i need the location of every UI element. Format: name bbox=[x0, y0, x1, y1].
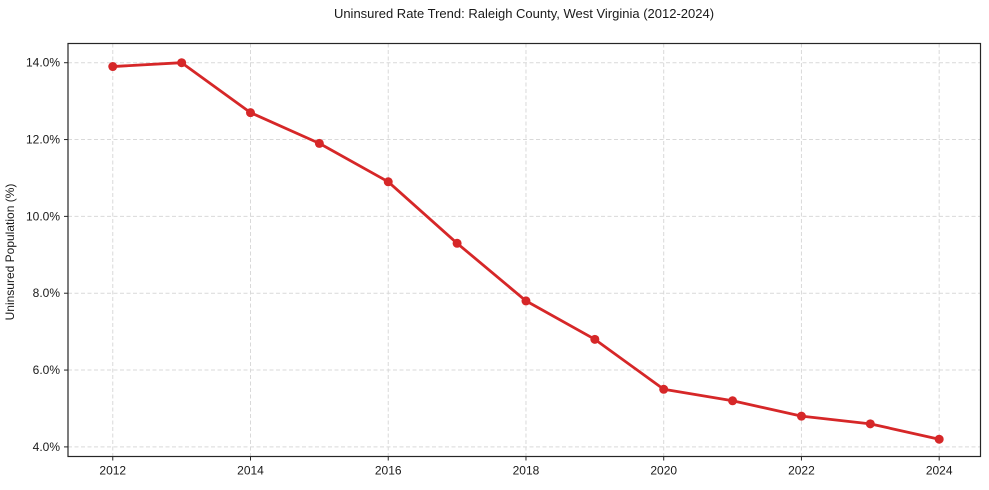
y-tick-label: 6.0% bbox=[33, 363, 61, 377]
x-tick-label: 2020 bbox=[650, 464, 677, 478]
data-point-2019 bbox=[590, 334, 600, 344]
data-point-2016 bbox=[383, 177, 393, 187]
data-point-2013 bbox=[177, 58, 187, 68]
data-point-2018 bbox=[521, 296, 531, 306]
chart-layers: 4.0% 6.0% 8.0% 10.0% 12.0% 14.0% 2012 2014 2016 2… bbox=[26, 42, 982, 478]
data-point-2024 bbox=[934, 434, 944, 444]
data-point-2023 bbox=[865, 419, 875, 429]
y-axis-label: Uninsured Population (%) bbox=[3, 184, 17, 321]
data-point-2012 bbox=[108, 62, 118, 72]
y-tick-label: 4.0% bbox=[33, 440, 61, 454]
data-point-2021 bbox=[728, 396, 738, 406]
y-tick-label: 12.0% bbox=[26, 133, 60, 147]
x-tick-label: 2018 bbox=[513, 464, 540, 478]
x-tick-label: 2022 bbox=[788, 464, 815, 478]
x-tick-label: 2012 bbox=[99, 464, 126, 478]
data-point-2017 bbox=[452, 238, 462, 248]
series-uninsured-rate bbox=[108, 58, 944, 444]
data-point-2014 bbox=[246, 108, 255, 118]
y-tick-label: 14.0% bbox=[26, 56, 60, 70]
data-point-2020 bbox=[659, 384, 669, 394]
x-tick-label: 2016 bbox=[375, 464, 402, 478]
x-tick-label: 2024 bbox=[926, 464, 953, 478]
data-point-2022 bbox=[796, 411, 806, 421]
chart-title: Uninsured Rate Trend: Raleigh County, We… bbox=[333, 6, 715, 21]
data-point-2015 bbox=[314, 138, 324, 148]
y-tick-label: 8.0% bbox=[33, 286, 61, 300]
gridlines bbox=[68, 43, 981, 457]
x-tick-label: 2014 bbox=[237, 464, 264, 478]
y-tick-label: 10.0% bbox=[26, 209, 60, 223]
plot-border bbox=[67, 42, 982, 458]
axis-ticks: 4.0% 6.0% 8.0% 10.0% 12.0% 14.0% 2012 2014 2016 2… bbox=[26, 56, 953, 478]
